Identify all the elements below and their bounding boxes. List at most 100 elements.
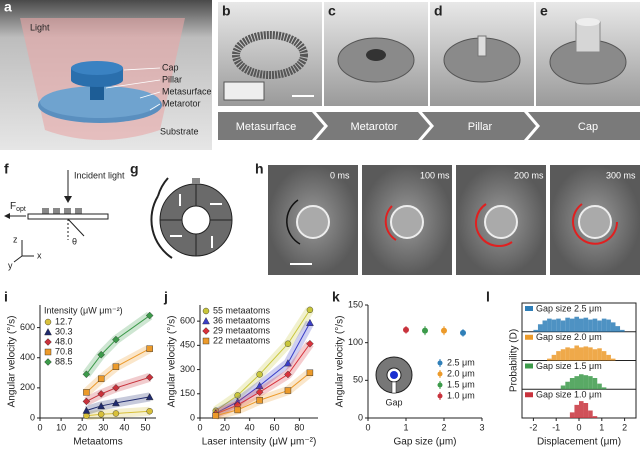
series-line [86,410,150,417]
legend-marker [44,318,52,326]
point [146,345,153,352]
histogram-bar [610,358,616,361]
point [82,370,91,379]
histogram-bar [588,347,593,361]
part-label: Cap [162,62,179,72]
light-label: Light [30,22,50,32]
histogram-bar [583,317,589,332]
point [112,384,120,392]
point [82,406,91,414]
histogram-bar [583,346,589,361]
force-arrows [170,194,222,248]
legend-swatch [525,392,533,398]
y-tick-label: 100 [348,337,363,347]
histogram-bar [556,351,561,361]
legend-label: 29 metaatoms [213,325,271,335]
x-axis-label: Metaatoms [73,437,122,448]
panel-letter: h [255,161,264,177]
point [255,388,264,396]
x-tick-label: -2 [529,422,537,432]
histogram-bar [620,329,625,332]
substrate-label: Substrate [160,126,199,136]
legend-swatch [525,306,533,311]
x-tick-label: -1 [552,422,560,432]
point [422,327,428,334]
y-tick-label: 600 [180,316,195,326]
axis-x: x [37,250,42,260]
axis-z: z [13,234,18,244]
time-label: 100 ms [420,170,450,180]
point [83,389,90,396]
point [97,375,105,383]
legend-title: Intensity (μW μm⁻²) [44,305,123,315]
x-tick-label: 30 [98,422,108,432]
step-label: Metasurface [236,121,297,133]
point [234,406,241,414]
histogram-bar [597,383,602,390]
rotor-plate [27,213,109,220]
force-symbol: F [10,201,16,212]
legend-marker [437,382,443,388]
histogram-bar [569,412,575,418]
histogram-bar [583,403,589,418]
point [306,339,314,348]
histogram-bar [592,349,598,361]
x-tick-label: 2 [441,422,446,432]
x-tick-label: 40 [119,422,129,432]
x-tick-label: 1 [403,422,408,432]
legend-marker [44,338,52,346]
point [441,327,447,334]
sem-cap-top [576,18,600,26]
histogram-bar [588,410,593,418]
axis-frame [521,302,637,419]
legend-label: 2.0 μm [447,368,475,378]
sem-pillar [477,35,487,57]
sem-cap [575,21,601,53]
panel-letter: b [222,3,231,19]
y-tick-label: 0 [30,412,35,422]
histogram-bar [565,317,570,332]
arrowhead [64,196,72,203]
force-subscript: opt [16,206,26,213]
y-axis-label: Angular velocity (°/s) [167,316,178,408]
rotor-hole [181,205,211,235]
histogram-bar [610,322,616,332]
x-tick-label: 1 [599,422,604,432]
histogram-bar [565,381,570,390]
histogram-bar [579,318,584,332]
x-axis-label: Displacement (μm) [537,437,621,448]
histogram-bar [551,354,557,361]
x-tick-label: 60 [270,422,280,432]
point [256,371,263,378]
y-tick-label: 50 [353,375,363,385]
part-label: Pillar [162,74,182,84]
x-tick-label: 0 [37,422,42,432]
histogram-bar [597,348,602,361]
point [112,335,120,344]
legend-label: 30.3 [55,326,73,336]
x-axis-label: Laser intensity (μW μm⁻²) [202,437,317,448]
histogram-bar [606,354,611,361]
histogram-bar [569,348,575,361]
x-tick-label: 20 [77,422,87,432]
point [284,387,292,394]
rotation-arrow [150,195,173,259]
panel-letter: a [4,0,12,15]
legend-marker [44,328,52,336]
histogram-bar [547,358,552,361]
y-tick-label: 0 [358,412,363,422]
histogram-bar [597,320,602,332]
y-tick-label: 200 [20,382,35,392]
histogram-bar [565,347,570,361]
legend-swatch [525,334,533,340]
legend-label: 2.5 μm [447,357,475,367]
histogram-bar [574,376,579,390]
point [256,397,263,404]
panel-h: h 0 ms 100 ms 200 ms 300 ms [255,161,640,275]
histogram-bar [579,401,584,418]
histogram-bar [533,329,538,332]
metasurface [40,86,160,118]
point [97,402,105,410]
histogram-bar [601,387,607,390]
